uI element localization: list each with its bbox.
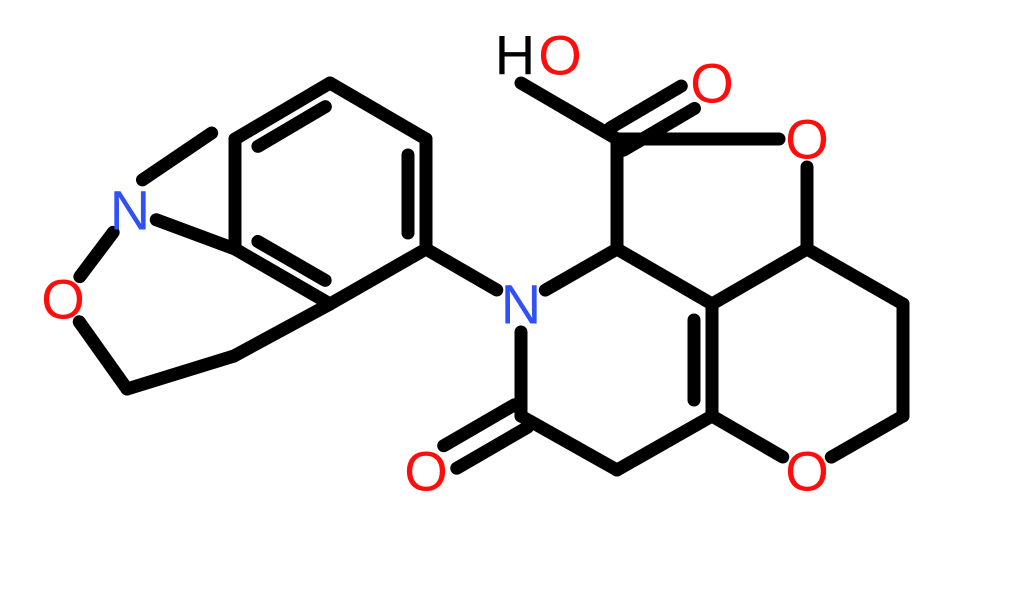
molecule-diagram: NOOOONOHO bbox=[0, 0, 1022, 609]
svg-text:O: O bbox=[538, 24, 582, 87]
svg-text:O: O bbox=[785, 108, 829, 171]
svg-text:N: N bbox=[501, 273, 541, 336]
svg-text:H: H bbox=[495, 24, 535, 87]
svg-text:O: O bbox=[785, 440, 829, 503]
svg-text:N: N bbox=[110, 179, 150, 242]
svg-text:O: O bbox=[404, 440, 448, 503]
svg-text:O: O bbox=[690, 52, 734, 115]
svg-text:O: O bbox=[41, 268, 85, 331]
